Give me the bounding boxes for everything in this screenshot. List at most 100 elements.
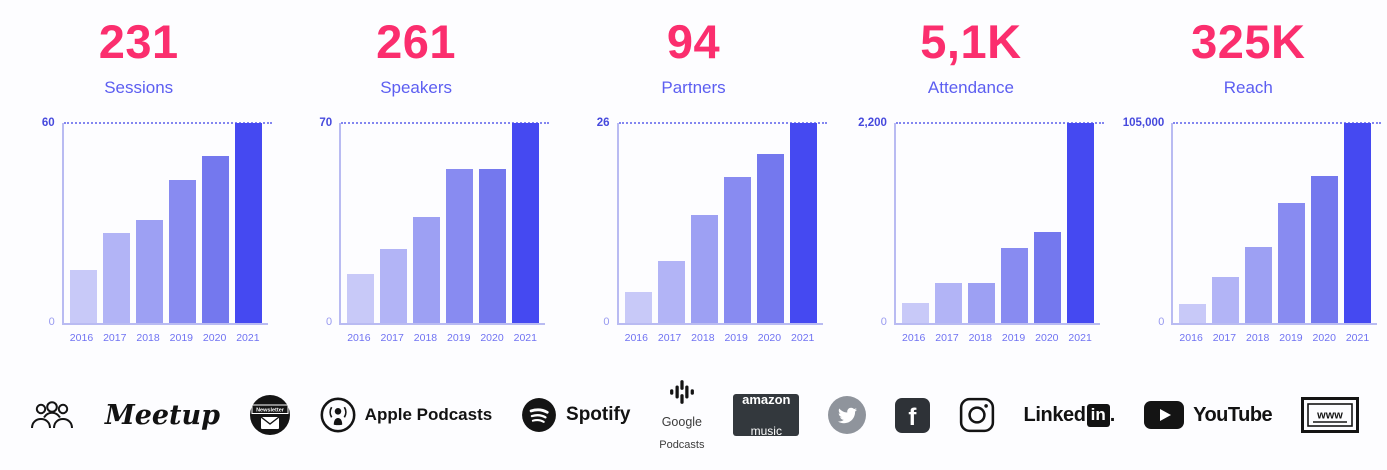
- max-dotted-line: [63, 122, 272, 124]
- bar-2018: [135, 219, 163, 323]
- bar-2021: [512, 123, 540, 323]
- bar-2019: [1278, 203, 1306, 323]
- x-axis-labels: 2016 2017 2018 2019 2020 2021: [894, 325, 1100, 349]
- stat-label-sessions: Sessions: [104, 78, 174, 97]
- x-tick-2021: 2021: [1345, 332, 1370, 344]
- chart-speakers: 70 0 2016 2017 2018 2019 2020 2021: [287, 117, 550, 349]
- channel-spotify[interactable]: Spotify: [521, 397, 630, 433]
- channels-bar: Meetup Newsletter Apple Podcasts Spotify: [0, 379, 1387, 451]
- x-axis-labels: 2016 2017 2018 2019 2020 2021: [1171, 325, 1377, 349]
- max-dotted-line: [341, 122, 550, 124]
- bar-2018: [690, 215, 718, 323]
- y-axis-zero-label: 0: [48, 316, 55, 328]
- y-axis: 105,000 0: [1119, 117, 1171, 328]
- stat-value-reach: 325K: [1191, 15, 1306, 68]
- stats-and-charts: 231 Sessions 60 0 2016 2017 2018 2019 2020 20…: [10, 15, 1387, 349]
- x-axis-labels: 2016 2017 2018 2019 2020 2021: [62, 325, 268, 349]
- x-tick-2016: 2016: [347, 332, 371, 344]
- bar-2019: [446, 168, 474, 323]
- x-tick-2017: 2017: [935, 332, 959, 344]
- svg-text:www: www: [1316, 410, 1343, 422]
- panel-speakers: 261 Speakers 70 0 2016 2017 2018 2019 2020 20…: [277, 18, 554, 349]
- bar-2021: [789, 123, 817, 323]
- x-tick-2020: 2020: [1035, 332, 1059, 344]
- x-tick-2019: 2019: [169, 332, 193, 344]
- bar-2017: [1212, 277, 1240, 323]
- channel-instagram[interactable]: [959, 397, 995, 433]
- bar-2016: [69, 269, 97, 323]
- bar-2017: [934, 283, 962, 323]
- bar-2019: [723, 176, 751, 323]
- bar-2021: [1066, 123, 1094, 323]
- x-tick-2019: 2019: [447, 332, 471, 344]
- channel-facebook[interactable]: f: [894, 397, 930, 433]
- bar-2017: [380, 248, 408, 323]
- y-axis: 26 0: [565, 117, 617, 328]
- y-axis-zero-label: 0: [1158, 316, 1165, 328]
- bar-2018: [413, 217, 441, 323]
- plot-area: [616, 122, 827, 325]
- stat-value-sessions: 231: [98, 15, 179, 68]
- y-axis-zero-label: 0: [880, 316, 887, 328]
- x-axis-labels: 2016 2017 2018 2019 2020 2021: [617, 325, 823, 349]
- x-tick-2016: 2016: [69, 332, 94, 344]
- panel-attendance: 5,1K Attendance 2,200 0 2016 2017 2018 2019…: [832, 18, 1109, 349]
- x-tick-2019: 2019: [724, 332, 748, 344]
- y-axis-zero-label: 0: [603, 316, 610, 328]
- plot-area: [893, 122, 1104, 325]
- stat-label-partners: Partners: [661, 78, 726, 97]
- max-dotted-line: [895, 122, 1104, 124]
- bars: [896, 123, 1100, 323]
- max-dotted-line: [618, 122, 827, 124]
- max-dotted-line: [1173, 122, 1382, 124]
- google-podcasts-label-line1: Google: [661, 415, 703, 430]
- bar-2018: [967, 283, 995, 323]
- bar-2016: [347, 274, 375, 323]
- bar-2016: [901, 303, 929, 323]
- x-tick-2017: 2017: [103, 332, 127, 344]
- channel-youtube[interactable]: YouTube: [1144, 401, 1273, 429]
- channel-linkedin[interactable]: Linked in .: [1024, 403, 1115, 427]
- bar-2020: [1311, 176, 1339, 323]
- channel-google-podcasts[interactable]: Google Podcasts: [659, 379, 704, 451]
- meetup-logo: Meetup: [104, 399, 221, 431]
- x-tick-2016: 2016: [902, 332, 926, 344]
- stat-value-attendance: 5,1K: [920, 15, 1022, 68]
- x-tick-2017: 2017: [380, 332, 404, 344]
- www-browser-icon: www: [1300, 397, 1359, 433]
- channel-meetup[interactable]: Meetup: [105, 400, 220, 431]
- y-axis: 60 0: [10, 117, 62, 328]
- stat-value-speakers: 261: [376, 15, 457, 68]
- channel-twitter[interactable]: [828, 396, 867, 434]
- bar-2020: [1033, 232, 1061, 323]
- plot-area: [61, 122, 272, 325]
- y-axis: 70 0: [287, 117, 339, 328]
- channel-website[interactable]: www: [1300, 397, 1359, 433]
- bar-2017: [657, 261, 685, 323]
- plot-area: [339, 122, 550, 325]
- bar-2020: [756, 153, 784, 323]
- google-podcasts-label-line2: Podcasts: [659, 438, 705, 451]
- bar-2021: [234, 123, 262, 323]
- panel-partners: 94 Partners 26 0 2016 2017 2018 2019 2020 202…: [555, 18, 832, 349]
- panel-reach: 325K Reach 105,000 0 2016 2017 2018 2019 202…: [1110, 18, 1387, 349]
- community-icon: [31, 401, 73, 429]
- channel-amazon-music[interactable]: amazon music: [733, 391, 800, 437]
- bar-2020: [201, 156, 229, 323]
- x-tick-2021: 2021: [791, 332, 815, 344]
- channel-apple-podcasts[interactable]: Apple Podcasts: [320, 397, 492, 433]
- x-tick-2021: 2021: [236, 332, 260, 344]
- chart-sessions: 60 0 2016 2017 2018 2019 2020 2021: [10, 117, 272, 349]
- plot-area: [1171, 122, 1382, 325]
- apple-podcasts-icon: [320, 397, 356, 433]
- channel-community[interactable]: [28, 399, 76, 431]
- x-tick-2017: 2017: [1212, 332, 1237, 344]
- y-axis-max-label: 105,000: [1122, 117, 1165, 129]
- bar-2016: [1179, 303, 1207, 323]
- channel-newsletter[interactable]: Newsletter: [249, 394, 291, 436]
- bar-2019: [168, 179, 196, 323]
- amazon-music-label-line1: amazon: [742, 391, 791, 407]
- x-tick-2019: 2019: [1001, 332, 1026, 344]
- svg-text:Newsletter: Newsletter: [256, 408, 285, 414]
- bar-2017: [102, 233, 130, 323]
